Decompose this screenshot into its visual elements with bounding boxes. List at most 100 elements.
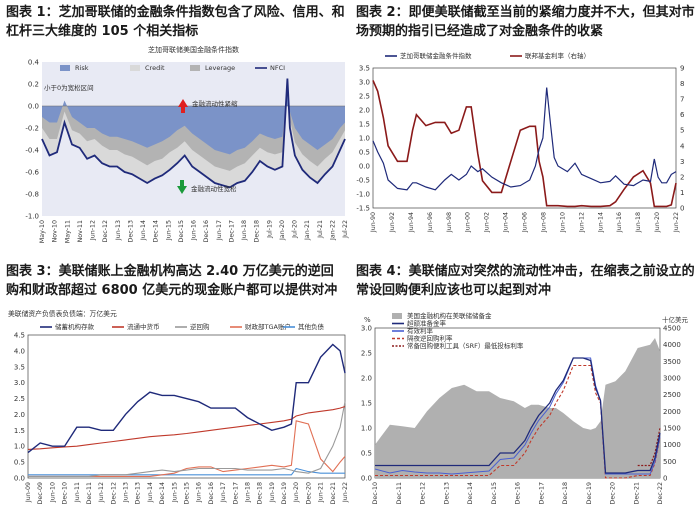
c4-x-tick-label: Dec-16 — [515, 482, 522, 504]
c1-legend-leverage-label: Leverage — [205, 64, 235, 72]
c1-x-tick-label: Jun-14 — [140, 220, 147, 241]
c1-x-tick-label: May-10 — [39, 220, 46, 243]
c4-x-tick-label: Dec-20 — [610, 482, 617, 504]
c3-line-rrp — [28, 401, 346, 477]
c2-x-tick-label: Jun-20 — [654, 212, 661, 233]
c1-legend-risk-swatch — [60, 65, 70, 71]
c1-x-tick-label: Nov-11 — [77, 220, 84, 242]
c4-left-unit: % — [364, 316, 371, 324]
c4-line-srf — [637, 427, 661, 467]
c4-legend-3-label: 隔夜逆回购利率 — [407, 334, 453, 343]
c1-x-tick-label: Jul-21 — [317, 220, 324, 239]
c2-y-tick-label: 0.0 — [359, 163, 370, 171]
c4-legend-1-label: 超额准备金率 — [407, 319, 447, 328]
c4-x-tick-label: Dec-17 — [538, 482, 545, 504]
c2-x-tick-label: Jun-94 — [408, 212, 415, 233]
c1-x-tick-label: Dec-12 — [102, 220, 109, 242]
c2-right-y-tick-label: 4 — [680, 142, 685, 150]
c3-legend-2-label: 逆回购 — [190, 322, 210, 331]
c4-y-tick-label: 2.0 — [361, 375, 372, 383]
c3-x-tick-label: Jun-18 — [244, 482, 251, 503]
c3-y-tick-label: 3.0 — [14, 379, 25, 387]
c1-x-tick-label: Jul-22 — [342, 220, 349, 239]
c4-line-ioer — [375, 357, 661, 474]
c4-x-tick-label: Dec-12 — [420, 482, 427, 504]
c3-x-tick-label: Dec-13 — [135, 482, 142, 504]
c4-right-y-tick-label: 2000 — [663, 408, 681, 416]
c3-x-tick-label: Dec-10 — [62, 482, 69, 504]
c4-y-tick-label: 1.5 — [361, 400, 372, 408]
c4-x-tick-label: Dec-10 — [372, 482, 379, 504]
c4-area-reserves — [375, 338, 660, 478]
c1-x-tick-label: Jan-20 — [279, 220, 286, 241]
c3-line-reserves — [27, 343, 346, 454]
c4-right-y-tick-label: 3500 — [663, 358, 681, 366]
c3-x-tick-label: Jun-13 — [123, 482, 130, 503]
c4-legend-4-label: 常备回购便利工具（SRF）最低投标利率 — [407, 341, 524, 350]
c1-x-tick-label: May-11 — [64, 220, 71, 243]
c3-y-tick-label: 1.5 — [14, 427, 25, 435]
c4-x-tick-label: Dec-14 — [467, 482, 474, 504]
c4-line-onrrp — [375, 364, 661, 479]
c4-y-tick-label: 1.0 — [361, 425, 372, 433]
c1-legend-nfci-label: NFCI — [270, 64, 285, 72]
c1-legend-leverage-swatch — [190, 65, 200, 71]
c1-y-tick-label: 0.4 — [28, 59, 40, 67]
c1-x-tick-label: Dec-14 — [153, 220, 160, 242]
c1-x-tick-label: Jun-18 — [241, 220, 248, 241]
c4-right-y-tick-label: 1000 — [663, 441, 681, 449]
c2-x-tick-label: Jun-08 — [540, 212, 547, 233]
c4-right-y-tick-label: 2500 — [663, 391, 681, 399]
c2-x-tick-label: Jun-16 — [616, 212, 623, 233]
c1-x-tick-label: Jun-13 — [115, 220, 122, 241]
c2-y-tick-label: 2.0 — [359, 107, 370, 115]
c2-line-nfci — [372, 87, 677, 191]
c2-plot-frame — [372, 67, 677, 209]
c2-right-y-tick-label: 5 — [680, 127, 684, 135]
c3-x-tick-label: Jun-16 — [196, 482, 203, 503]
c3-y-tick-label: 1.0 — [14, 443, 25, 451]
c2-x-tick-label: Jun-18 — [635, 212, 642, 233]
c3-y-tick-label: 4.5 — [14, 332, 25, 340]
c3-x-tick-label: Jun-20 — [293, 482, 300, 503]
c3-x-tick-label: Dec-12 — [110, 482, 117, 504]
c1-legend-credit-label: Credit — [145, 64, 165, 72]
c2-x-tick-label: Jun-02 — [484, 212, 491, 233]
c3-line-currency — [27, 405, 346, 450]
c2-x-tick-label: Jun-14 — [597, 212, 604, 233]
c1-x-tick-label: Dec-13 — [127, 220, 134, 242]
c2-x-tick-label: Jun-06 — [522, 212, 529, 233]
c3-plot-frame — [27, 334, 346, 479]
c4-right-y-tick-label: 1500 — [663, 425, 681, 433]
c3-y-tick-label: 3.5 — [14, 363, 25, 371]
c2-y-tick-label: 1.5 — [359, 121, 370, 129]
c1-area-risk — [42, 89, 345, 155]
c3-subtitle: 美联储资产负债表负债端：万亿美元 — [8, 309, 117, 318]
c3-x-tick-label: Jun-15 — [171, 482, 178, 503]
c1-y-tick-label: 0.0 — [28, 103, 39, 111]
c2-right-y-tick-label: 8 — [680, 80, 684, 88]
c1-x-tick-label: Dec-18 — [254, 220, 261, 242]
c1-y-tick-label: 0.2 — [28, 81, 39, 89]
c1-annotation-loose-zone: 小于0为宽松区间 — [44, 83, 94, 92]
c1-x-tick-label: Jul-19 — [266, 220, 273, 239]
c4-right-y-tick-label: 0 — [663, 475, 667, 483]
c3-y-tick-label: 2.5 — [14, 395, 25, 403]
c1-x-tick-label: Jan-22 — [329, 220, 336, 241]
c3-x-tick-label: Dec-11 — [86, 482, 93, 504]
c4-right-y-tick-label: 500 — [663, 458, 676, 466]
c1-y-tick-label: -0.2 — [25, 125, 39, 133]
c2-right-y-tick-label: 1 — [680, 189, 684, 197]
c2-right-y-tick-label: 3 — [680, 158, 684, 166]
c4-legend-0-swatch — [392, 313, 402, 319]
c4-line-effr — [374, 357, 661, 475]
c1-chart-title: 芝加哥联储美国金融条件指数 — [148, 45, 239, 54]
c2-line-ffr — [372, 80, 677, 208]
c2-x-tick-label: Jun-98 — [446, 212, 453, 233]
c4-legend-0-label: 美国金融机构在美联储储备金 — [407, 311, 492, 320]
c1-y-tick-label: -0.6 — [25, 169, 39, 177]
c1-x-tick-label: Jan-21 — [304, 220, 311, 241]
c1-annotation-easing: 金融流动性宽松 — [191, 184, 237, 193]
c4-x-tick-label: Dec-18 — [562, 482, 569, 504]
c2-y-tick-label: -0.5 — [356, 177, 370, 185]
